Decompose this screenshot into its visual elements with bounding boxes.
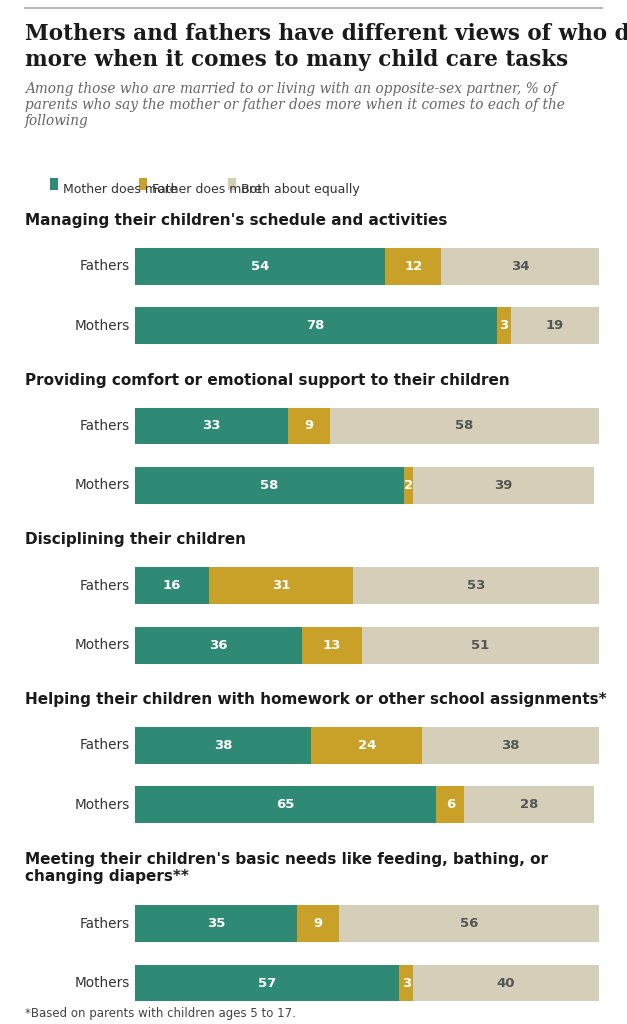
- Text: 16: 16: [163, 580, 181, 592]
- Text: 54: 54: [251, 260, 269, 272]
- Text: 56: 56: [460, 918, 478, 930]
- Text: 31: 31: [271, 580, 290, 592]
- Text: 6: 6: [446, 799, 455, 811]
- Text: Mothers: Mothers: [75, 976, 130, 990]
- Text: 78: 78: [307, 319, 325, 332]
- Text: 58: 58: [260, 479, 278, 492]
- Text: Mothers: Mothers: [75, 318, 130, 333]
- Text: Fathers: Fathers: [80, 738, 130, 753]
- Text: 9: 9: [314, 918, 323, 930]
- Text: Fathers: Fathers: [80, 419, 130, 433]
- Text: 38: 38: [214, 739, 232, 752]
- Text: 3: 3: [499, 319, 508, 332]
- Text: 39: 39: [495, 479, 513, 492]
- Text: 36: 36: [209, 639, 228, 651]
- Text: Among those who are married to or living with an opposite-sex partner, % of
pare: Among those who are married to or living…: [25, 82, 565, 128]
- Text: Mother does more: Mother does more: [63, 183, 177, 196]
- Text: 58: 58: [455, 420, 473, 432]
- Text: *Based on parents with children ages 5 to 17.: *Based on parents with children ages 5 t…: [25, 1007, 296, 1020]
- Text: 65: 65: [277, 799, 295, 811]
- Text: Fathers: Fathers: [80, 579, 130, 593]
- Text: 19: 19: [545, 319, 564, 332]
- Text: 51: 51: [472, 639, 490, 651]
- Text: Managing their children's schedule and activities: Managing their children's schedule and a…: [25, 213, 448, 228]
- Text: Mothers and fathers have different views of who does: Mothers and fathers have different views…: [25, 23, 627, 44]
- Text: Providing comfort or emotional support to their children: Providing comfort or emotional support t…: [25, 373, 510, 388]
- Text: more when it comes to many child care tasks: more when it comes to many child care ta…: [25, 49, 568, 71]
- Text: 12: 12: [404, 260, 423, 272]
- Text: Both about equally: Both about equally: [241, 183, 359, 196]
- Text: 13: 13: [323, 639, 341, 651]
- Text: 33: 33: [202, 420, 221, 432]
- Text: Fathers: Fathers: [80, 916, 130, 931]
- Text: Disciplining their children: Disciplining their children: [25, 532, 246, 548]
- Text: 2: 2: [404, 479, 413, 492]
- Text: 38: 38: [502, 739, 520, 752]
- Text: Father does more: Father does more: [152, 183, 261, 196]
- Text: 34: 34: [510, 260, 529, 272]
- Text: Mothers: Mothers: [75, 798, 130, 812]
- Text: 24: 24: [357, 739, 376, 752]
- Text: 3: 3: [402, 977, 411, 989]
- Text: Fathers: Fathers: [80, 259, 130, 273]
- Text: 57: 57: [258, 977, 276, 989]
- Text: 9: 9: [304, 420, 314, 432]
- Text: 53: 53: [466, 580, 485, 592]
- Text: Mothers: Mothers: [75, 478, 130, 493]
- Text: 28: 28: [520, 799, 539, 811]
- Text: Helping their children with homework or other school assignments*: Helping their children with homework or …: [25, 692, 607, 708]
- Text: Meeting their children's basic needs like feeding, bathing, or
changing diapers*: Meeting their children's basic needs lik…: [25, 852, 548, 885]
- Text: 35: 35: [207, 918, 225, 930]
- Text: 40: 40: [497, 977, 515, 989]
- Text: Mothers: Mothers: [75, 638, 130, 652]
